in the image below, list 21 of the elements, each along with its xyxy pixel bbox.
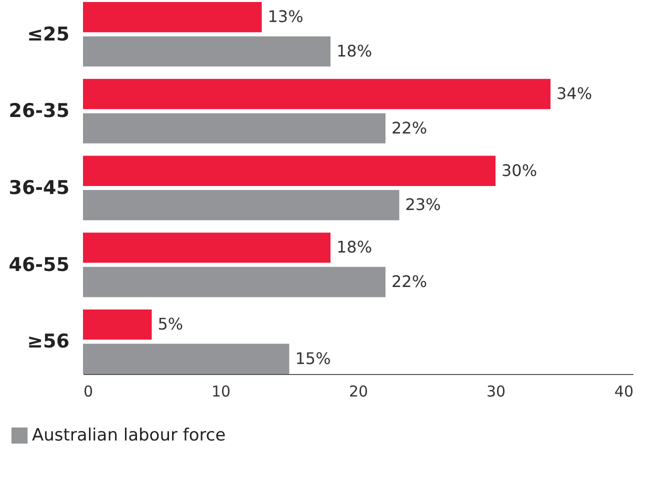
data-label: 15% — [295, 348, 331, 368]
y-tick-label: ≥56 — [27, 330, 70, 353]
x-tick-label: 30 — [486, 382, 506, 400]
x-tick-label: 20 — [348, 382, 368, 400]
y-tick-label: 36-45 — [8, 177, 70, 199]
data-label: 34% — [556, 84, 592, 103]
x-tick-label: 40 — [614, 382, 634, 400]
y-tick-label: 26-35 — [8, 100, 70, 122]
data-label: 18% — [336, 41, 372, 60]
data-label: 5% — [158, 314, 184, 334]
data-label: 22% — [392, 272, 428, 292]
y-tick-label: 46-55 — [8, 254, 70, 276]
data-label: 22% — [392, 118, 428, 138]
y-tick-label: ≤25 — [27, 23, 70, 46]
legend-label: Australian labour force — [32, 426, 226, 446]
data-label: 18% — [336, 238, 372, 257]
data-label: 13% — [268, 7, 304, 26]
x-tick-label: 10 — [211, 382, 231, 400]
data-label: 23% — [405, 195, 441, 214]
x-tick-label: 0 — [84, 382, 94, 400]
data-label: 30% — [502, 160, 538, 180]
